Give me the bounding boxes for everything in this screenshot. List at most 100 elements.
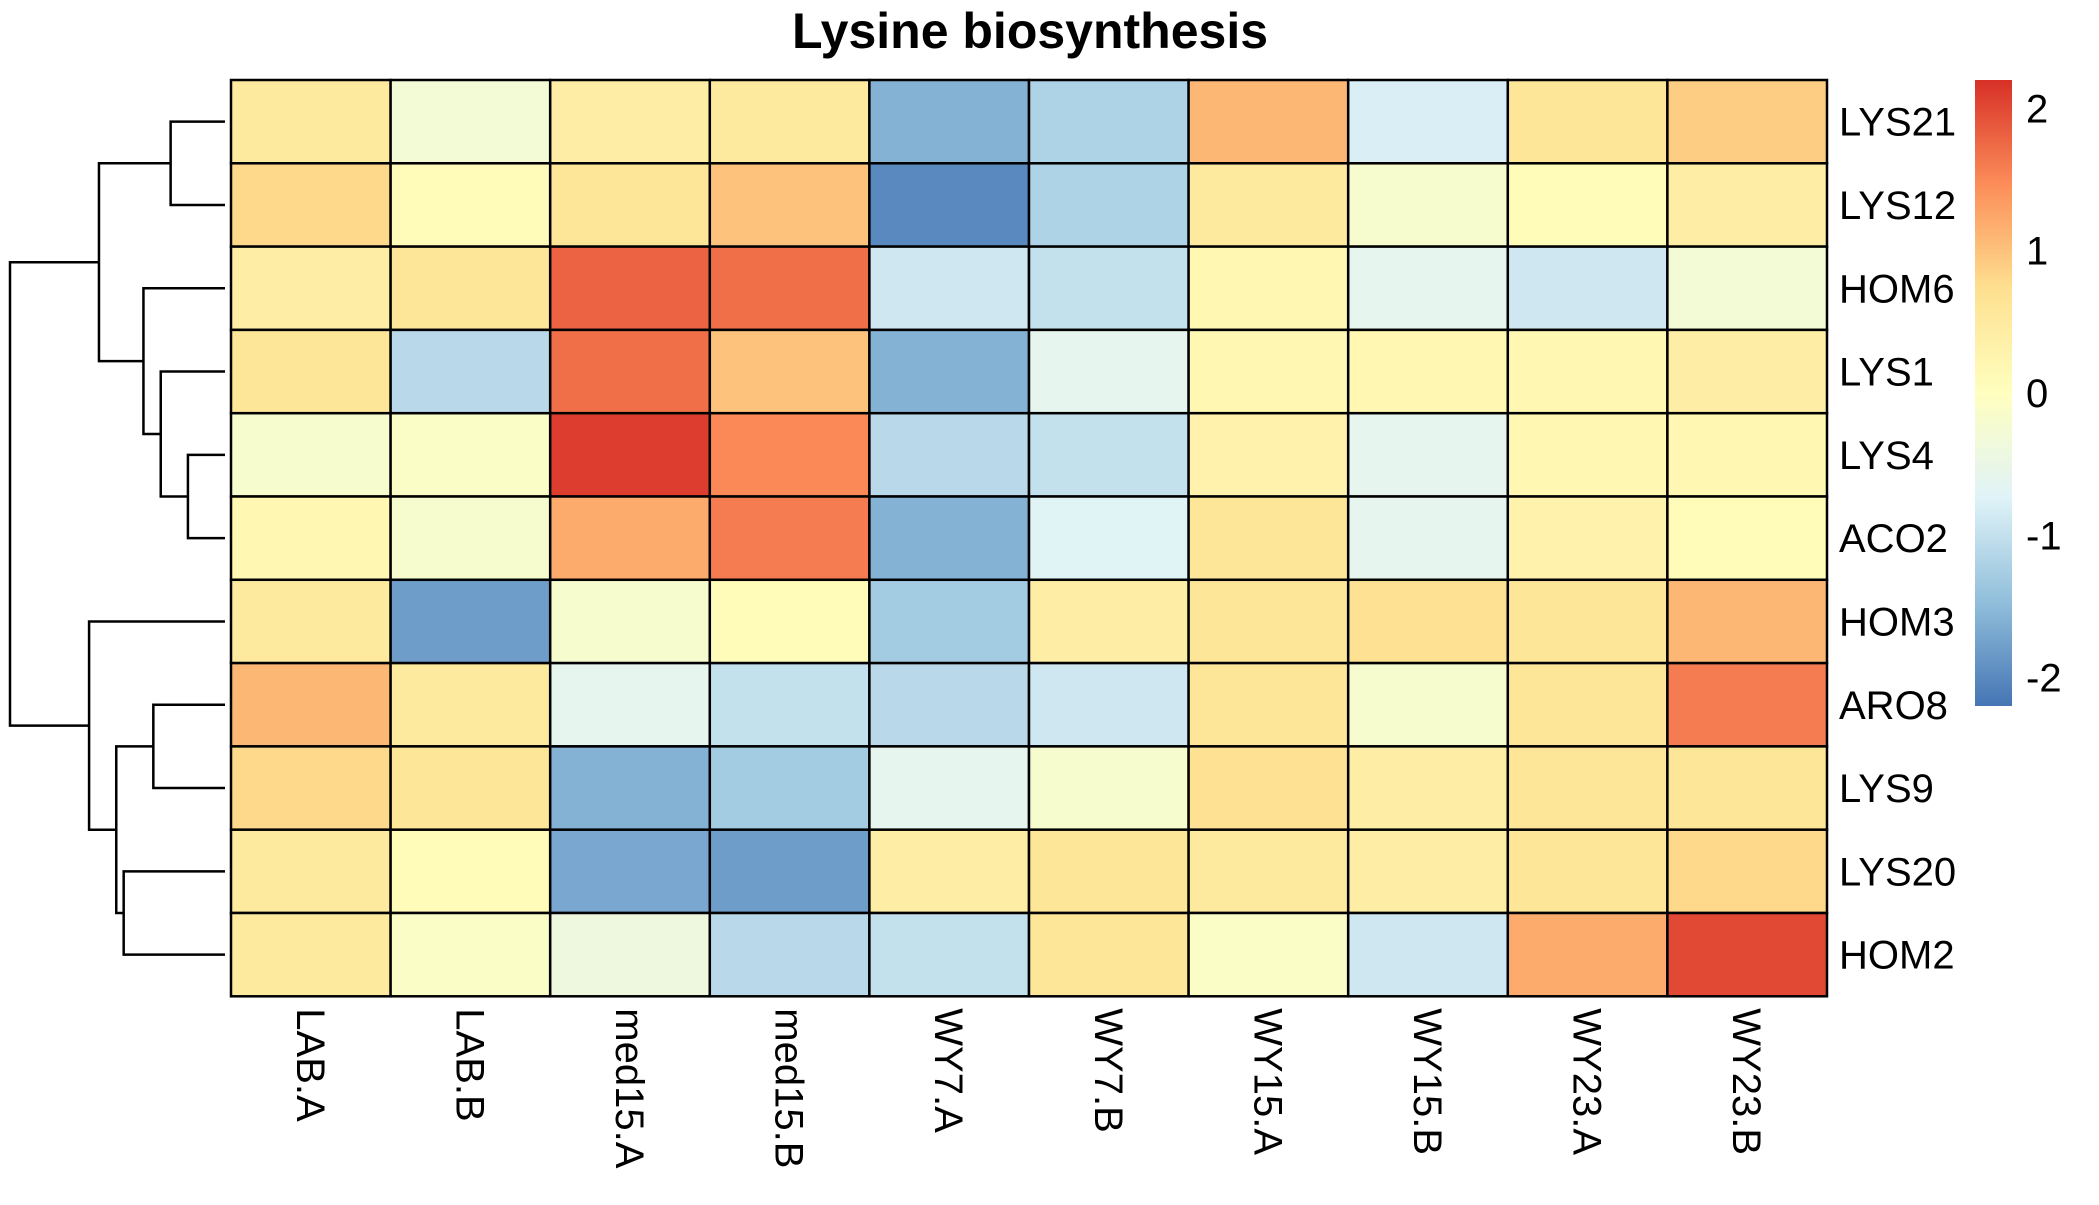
heatmap-cell-hom2-wy23-b — [1666, 911, 1829, 998]
heatmap-cell-lys12-wy15-a — [1187, 162, 1350, 248]
heatmap-cell-hom2-wy7-a — [868, 911, 1031, 998]
heatmap-cell-hom6-wy15-a — [1187, 245, 1350, 332]
heatmap-cell-lys21-wy23-a — [1506, 78, 1669, 165]
heatmap-cell-lys4-wy23-b — [1666, 411, 1829, 498]
heatmap-cell-hom3-wy15-b — [1346, 578, 1510, 665]
heatmap-cell-lys4-lab-a — [229, 411, 392, 498]
dendrogram-branch — [186, 453, 225, 540]
heatmap-cell-hom3-wy23-a — [1506, 578, 1669, 665]
heatmap-cell-lys20-med15-a — [548, 828, 712, 915]
dendrogram-branch — [87, 620, 225, 831]
heatmap-cell-lys21-med15-b — [708, 78, 871, 165]
legend-tick-label: 2 — [2026, 87, 2048, 131]
heatmap-cell-lys9-wy23-a — [1506, 745, 1669, 831]
legend-tick-label: -1 — [2026, 514, 2062, 558]
column-label-wy23-b: WY23.B — [1724, 1008, 1768, 1155]
heatmap-cell-hom3-med15-b — [708, 578, 871, 665]
column-label-wy23-a: WY23.A — [1565, 1008, 1609, 1155]
heatmap-cell-lys12-med15-b — [708, 162, 871, 248]
row-dendrogram — [8, 120, 225, 956]
heatmap-cell-lys20-wy7-a — [868, 828, 1031, 915]
heatmap-cell-lys9-wy15-a — [1187, 745, 1350, 831]
heatmap-cell-lys9-wy23-b — [1666, 745, 1829, 831]
heatmap-cell-lys9-wy7-a — [868, 745, 1031, 831]
heatmap-cell-lys20-med15-b — [708, 828, 871, 915]
heatmap-cell-aro8-med15-b — [708, 661, 871, 748]
column-label-wy15-b: WY15.B — [1405, 1008, 1449, 1155]
row-label-lys1: LYS1 — [1839, 351, 1934, 395]
row-labels: LYS21 LYS12 HOM6 LYS1 LYS4 ACO2 HOM3 ARO8 LYS9 LY… — [1839, 101, 1956, 978]
heatmap-cell-hom3-lab-a — [229, 578, 392, 665]
legend-tick-label: -2 — [2026, 657, 2062, 701]
heatmap-cell-lys9-wy7-b — [1027, 745, 1190, 831]
heatmap-cell-aco2-lab-b — [389, 495, 552, 582]
heatmap-cell-lys21-wy7-b — [1027, 78, 1190, 165]
dendrogram-branch — [142, 287, 225, 436]
heatmap-cell-hom2-wy23-a — [1506, 911, 1669, 998]
heatmap-cell-lys12-wy7-a — [868, 162, 1031, 248]
chart-title: Lysine biosynthesis — [792, 3, 1268, 59]
dendrogram-branch — [152, 703, 225, 790]
row-label-lys20: LYS20 — [1839, 850, 1956, 894]
heatmap-cell-aro8-wy23-a — [1506, 661, 1669, 748]
heatmap-cell-hom6-wy23-a — [1506, 245, 1669, 332]
heatmap-cell-lys21-lab-a — [229, 78, 392, 165]
heatmap-cell-hom2-wy15-b — [1346, 911, 1510, 998]
heatmap-cell-lys4-wy23-a — [1506, 411, 1669, 498]
row-label-aro8: ARO8 — [1839, 684, 1948, 728]
heatmap-cell-aro8-med15-a — [548, 661, 712, 748]
row-label-lys12: LYS12 — [1839, 184, 1956, 228]
legend-tick-label: 1 — [2026, 230, 2048, 274]
heatmap-cell-aco2-med15-b — [708, 495, 871, 582]
heatmap-cell-aco2-med15-a — [548, 495, 712, 582]
heatmap-cell-lys4-med15-a — [548, 411, 712, 498]
heatmap-cell-hom3-med15-a — [548, 578, 712, 665]
row-label-lys9: LYS9 — [1839, 767, 1934, 811]
heatmap-cell-hom6-lab-b — [389, 245, 552, 332]
heatmap-cell-aro8-lab-b — [389, 661, 552, 748]
column-label-lab-b: LAB.B — [447, 1008, 491, 1121]
heatmap-cell-hom3-wy7-a — [868, 578, 1031, 665]
heatmap-cell-lys12-lab-a — [229, 162, 392, 248]
heatmap-cell-lys1-wy23-b — [1666, 328, 1829, 415]
heatmap-cell-lys9-lab-a — [229, 745, 392, 831]
heatmap-cell-hom6-wy23-b — [1666, 245, 1829, 332]
heatmap-cell-lys1-wy15-b — [1346, 328, 1510, 415]
heatmap-cell-lys21-wy23-b — [1666, 78, 1829, 165]
legend-color-bar — [1975, 80, 2012, 706]
heatmap-cell-lys20-lab-b — [389, 828, 552, 915]
heatmap-cell-lys12-wy15-b — [1346, 162, 1510, 248]
heatmap-cell-aco2-wy7-b — [1027, 495, 1190, 582]
heatmap-cell-hom6-med15-a — [548, 245, 712, 332]
column-label-wy15-a: WY15.A — [1245, 1008, 1289, 1155]
heatmap-cell-aco2-wy7-a — [868, 495, 1031, 582]
heatmap-cell-lys21-wy15-a — [1187, 78, 1350, 165]
row-label-hom2: HOM2 — [1839, 934, 1955, 978]
heatmap-cell-aro8-wy15-a — [1187, 661, 1350, 748]
row-label-hom3: HOM3 — [1839, 600, 1955, 644]
heatmap-cell-hom6-wy7-a — [868, 245, 1031, 332]
heatmap-cell-lys12-wy23-a — [1506, 162, 1669, 248]
row-label-aco2: ACO2 — [1839, 517, 1948, 561]
heatmap-cell-aco2-wy23-b — [1666, 495, 1829, 582]
dendrogram-branch — [8, 260, 99, 727]
heatmap-cells — [229, 78, 1829, 998]
heatmap-cell-lys9-wy15-b — [1346, 745, 1510, 831]
column-label-wy7-a: WY7.A — [926, 1008, 970, 1133]
heatmap-cell-lys4-med15-b — [708, 411, 871, 498]
heatmap-cell-aco2-wy23-a — [1506, 495, 1669, 582]
row-label-lys21: LYS21 — [1839, 101, 1956, 145]
dendrogram-branch — [169, 120, 225, 207]
color-legend: 2 1 0 -1 -2 — [1975, 80, 2062, 706]
heatmap-cell-lys1-wy23-a — [1506, 328, 1669, 415]
column-label-lab-a: LAB.A — [288, 1008, 332, 1122]
heatmap-cell-lys1-lab-b — [389, 328, 552, 415]
heatmap-cell-lys21-wy7-a — [868, 78, 1031, 165]
heatmap-cell-hom3-lab-b — [389, 578, 552, 665]
heatmap-cell-lys4-wy7-b — [1027, 411, 1190, 498]
heatmap-cell-hom2-wy7-b — [1027, 911, 1190, 998]
heatmap-cell-lys21-med15-a — [548, 78, 712, 165]
heatmap-cell-lys9-med15-a — [548, 745, 712, 831]
heatmap-cell-hom6-lab-a — [229, 245, 392, 332]
